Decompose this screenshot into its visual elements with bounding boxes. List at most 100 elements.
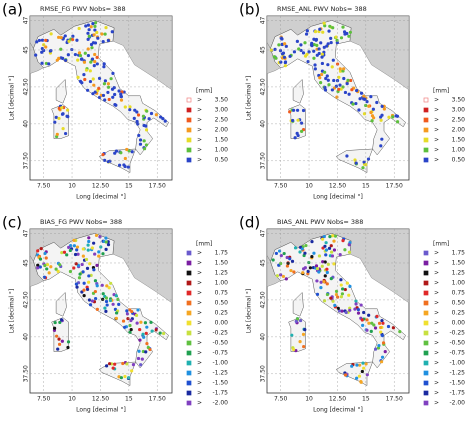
station-dot xyxy=(105,284,109,288)
lat-tick-label: 42.50 xyxy=(260,78,267,95)
legend-label: 0.50 xyxy=(452,300,466,307)
station-dot xyxy=(282,55,287,59)
legend-swatch xyxy=(423,350,429,356)
station-dot xyxy=(379,330,383,334)
panel-label: (b) xyxy=(239,1,260,19)
legend-label: -0.50 xyxy=(212,340,228,347)
station-dot xyxy=(381,321,385,325)
station-dot xyxy=(122,163,126,167)
station-dot xyxy=(95,263,99,267)
station-dot xyxy=(139,320,143,324)
y-axis-label: Lat [decimal °] xyxy=(9,289,16,334)
station-dot xyxy=(74,262,78,266)
station-dot xyxy=(90,46,94,50)
station-dot xyxy=(362,310,366,315)
legend-label: -1.50 xyxy=(449,380,465,387)
station-dot xyxy=(312,56,316,60)
legend-swatch xyxy=(186,270,192,276)
station-dot xyxy=(332,239,336,243)
station-dot xyxy=(277,249,282,253)
station-dot xyxy=(134,313,139,318)
station-dot xyxy=(92,33,96,37)
legend-label: 1.25 xyxy=(452,270,466,277)
legend-comparator: > xyxy=(197,310,202,317)
station-dot xyxy=(324,248,329,252)
legend-label: -0.50 xyxy=(449,340,465,347)
station-dot xyxy=(379,144,383,148)
legend-swatch xyxy=(186,380,192,386)
station-dot xyxy=(104,364,109,368)
lon-tick-label: 15 xyxy=(125,183,133,190)
station-dot xyxy=(138,327,142,332)
lat-tick-label: 40 xyxy=(23,333,30,341)
station-dot xyxy=(75,245,80,249)
legend-comparator: > xyxy=(434,147,439,154)
station-dot xyxy=(89,42,94,47)
station-dot xyxy=(86,248,90,252)
legend-comparator: > xyxy=(197,107,202,114)
station-dot xyxy=(135,119,139,124)
legend-swatch xyxy=(186,127,192,133)
legend-label: -0.25 xyxy=(212,330,228,337)
station-dot xyxy=(111,71,115,75)
station-dot xyxy=(379,360,384,364)
y-axis-label: Lat [decimal °] xyxy=(9,76,16,121)
station-dot xyxy=(149,111,154,116)
legend-comparator: > xyxy=(197,117,202,124)
station-dot xyxy=(34,53,38,57)
lat-tick-label: 37.50 xyxy=(23,152,30,169)
station-dot xyxy=(318,27,322,31)
station-dot xyxy=(96,36,100,40)
station-dot xyxy=(333,234,338,238)
station-dot xyxy=(133,108,137,112)
legend-comparator: > xyxy=(197,350,202,357)
station-dot xyxy=(342,30,347,34)
station-dot xyxy=(285,255,289,260)
legend-label: 2.00 xyxy=(215,127,229,134)
station-dot xyxy=(377,343,381,348)
station-dot xyxy=(38,265,42,269)
legend-label: 1.00 xyxy=(452,147,466,154)
station-dot xyxy=(44,38,48,42)
station-dot xyxy=(341,287,345,291)
station-dot xyxy=(331,26,335,30)
station-dot xyxy=(136,122,140,126)
station-dot xyxy=(76,263,80,267)
legend-label: -0.75 xyxy=(449,350,465,357)
x-axis-label: Long [decimal °] xyxy=(313,194,363,201)
lat-tick-label: 37.50 xyxy=(260,365,267,382)
legend-swatch xyxy=(186,340,192,346)
legend-comparator: > xyxy=(434,310,439,317)
station-dot xyxy=(78,272,82,276)
station-dot xyxy=(330,234,335,238)
station-dot xyxy=(62,250,67,254)
legend-comparator: > xyxy=(197,157,202,164)
legend-comparator: > xyxy=(197,280,202,287)
station-dot xyxy=(343,90,348,95)
station-dot xyxy=(369,329,373,333)
station-dot xyxy=(60,251,64,255)
legend-swatch xyxy=(423,380,429,386)
station-dot xyxy=(65,253,69,257)
station-dot xyxy=(338,69,343,73)
legend-comparator: > xyxy=(434,360,439,367)
station-dot xyxy=(290,259,295,264)
station-dot xyxy=(359,380,363,384)
lat-tick-label: 42.50 xyxy=(23,291,30,308)
station-dot xyxy=(300,129,304,133)
lon-tick-label: 10 xyxy=(305,396,313,403)
station-dot xyxy=(75,285,79,289)
station-dot xyxy=(325,282,329,286)
lon-tick-label: 17.50 xyxy=(386,396,403,403)
station-dot xyxy=(74,282,79,286)
station-dot xyxy=(111,366,115,370)
station-dot xyxy=(317,47,321,51)
station-dot xyxy=(320,55,324,59)
station-dot xyxy=(301,271,305,275)
legend-swatch xyxy=(186,250,192,256)
station-dot xyxy=(337,75,341,79)
station-dot xyxy=(100,283,104,287)
station-dot xyxy=(361,166,365,170)
station-dot xyxy=(83,51,87,55)
station-dot xyxy=(72,238,76,243)
